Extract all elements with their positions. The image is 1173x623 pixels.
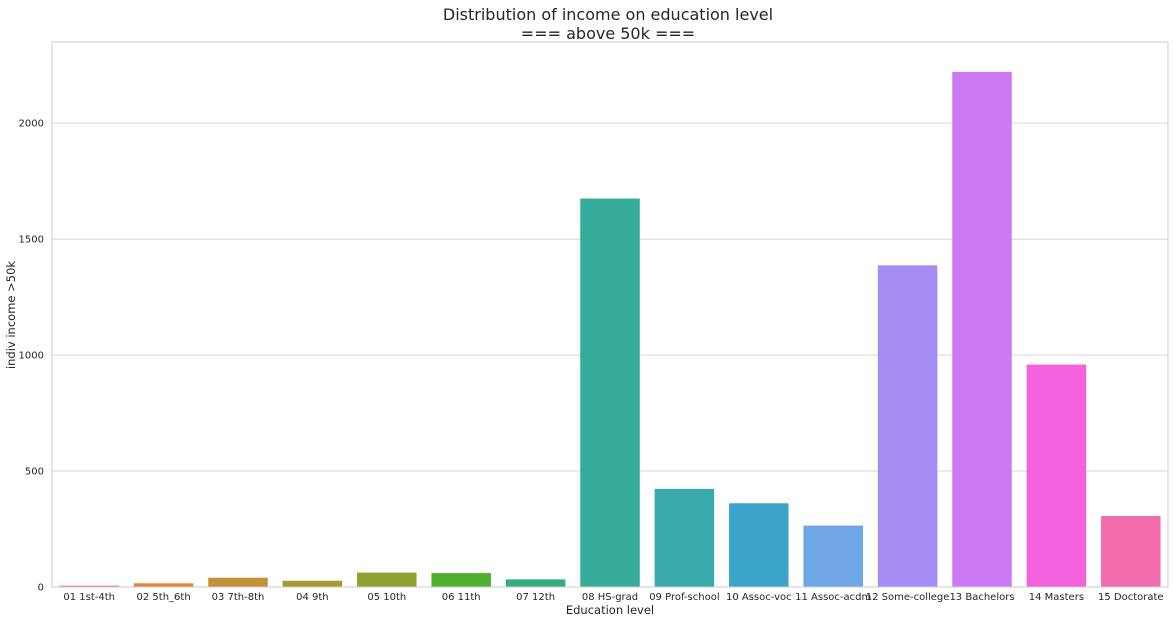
y-tick-label: 500 [25,467,44,478]
bar-6 [431,573,491,587]
x-tick-label: 03 7th-8th [212,592,265,603]
x-tick-label: 10 Assoc-voc [726,592,792,603]
bar-3 [208,577,268,587]
y-tick-label: 1000 [19,351,44,362]
x-tick-label: 01 1st-4th [63,592,115,603]
bar-1 [59,585,119,587]
bar-10 [729,503,789,587]
y-tick-labels: 0 500 1000 1500 2000 [19,119,44,594]
chart-title-line2: === above 50k === [521,24,695,43]
x-tick-label: 12 Some-college [866,592,950,603]
bar-11 [803,525,863,587]
bar-9 [654,488,715,587]
bar-7 [505,579,566,587]
bar-12 [877,265,938,587]
y-tick-label: 0 [38,583,44,594]
chart-title-line1: Distribution of income on education leve… [443,5,773,24]
x-tick-label: 11 Assoc-acdm [795,592,871,603]
bar-8 [580,198,640,588]
bar-4 [282,580,343,587]
x-tick-label: 06 11th [442,592,481,603]
x-tick-label: 15 Doctorate [1098,592,1164,603]
y-tick-label: 1500 [19,235,44,246]
x-tick-label: 02 5th_6th [137,592,191,603]
x-tick-label: 07 12th [516,592,555,603]
bars [59,71,1161,588]
bar-2 [133,583,194,587]
x-tick-label: 09 Prof-school [649,592,719,603]
y-axis-label: indiv income >50k [4,261,18,369]
bar-13 [952,71,1012,588]
x-tick-label: 08 HS-grad [582,592,638,603]
x-tick-label: 13 Bachelors [949,592,1014,603]
x-tick-label: 05 10th [367,592,406,603]
x-tick-labels: 01 1st-4th 02 5th_6th 03 7th-8th 04 9th 05 1… [63,592,1163,603]
x-tick-label: 14 Masters [1029,592,1084,603]
x-tick-label: 04 9th [296,592,329,603]
bar-5 [357,572,417,587]
plot-frame [51,41,1169,588]
bar-15 [1101,516,1161,587]
bar-14 [1026,364,1087,587]
x-axis-label: Education level [566,603,654,617]
y-tick-label: 2000 [19,119,44,130]
